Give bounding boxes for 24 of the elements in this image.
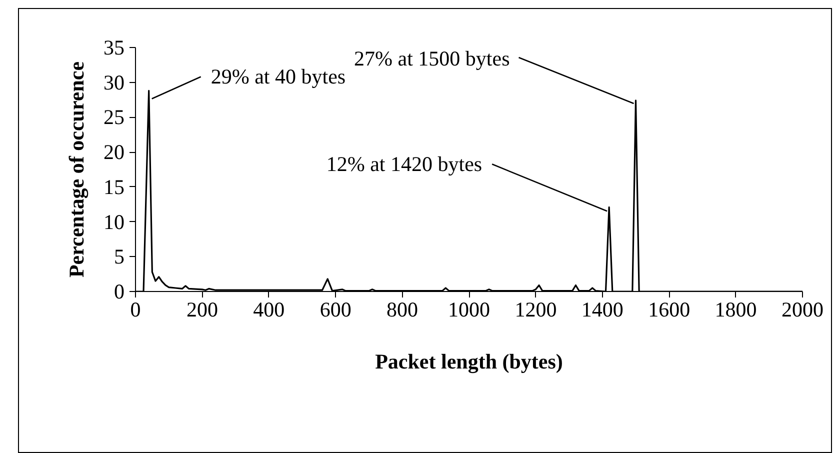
y-tick-label: 15 <box>104 174 124 199</box>
x-tick-label: 400 <box>253 298 285 322</box>
annotation: 12% at 1420 bytes <box>326 152 482 176</box>
y-tick-label: 0 <box>114 280 124 304</box>
x-tick-label: 800 <box>386 298 418 322</box>
x-tick-label: 1400 <box>581 298 624 322</box>
y-tick-label: 5 <box>114 244 124 269</box>
y-tick-label: 10 <box>104 210 124 234</box>
y-tick-label: 30 <box>104 70 124 94</box>
x-tick-label: 1200 <box>514 298 557 322</box>
x-tick-label: 1600 <box>648 298 690 322</box>
x-axis-title: Packet length (bytes) <box>375 350 563 374</box>
y-tick-label: 35 <box>104 36 124 60</box>
x-tick-label: 0 <box>130 298 141 322</box>
y-tick-label: 25 <box>104 105 124 130</box>
annotation: 29% at 40 bytes <box>210 64 346 89</box>
x-tick-label: 200 <box>186 298 218 322</box>
x-tick-label: 1800 <box>714 298 757 322</box>
x-tick-label: 1000 <box>448 298 490 322</box>
x-tick-label: 600 <box>320 298 352 322</box>
x-tick-label: 2000 <box>782 298 824 322</box>
y-tick-label: 20 <box>104 140 124 164</box>
annotation: 27% at 1500 bytes <box>354 46 510 70</box>
y-axis-title: Percentage of occurence <box>64 61 88 278</box>
